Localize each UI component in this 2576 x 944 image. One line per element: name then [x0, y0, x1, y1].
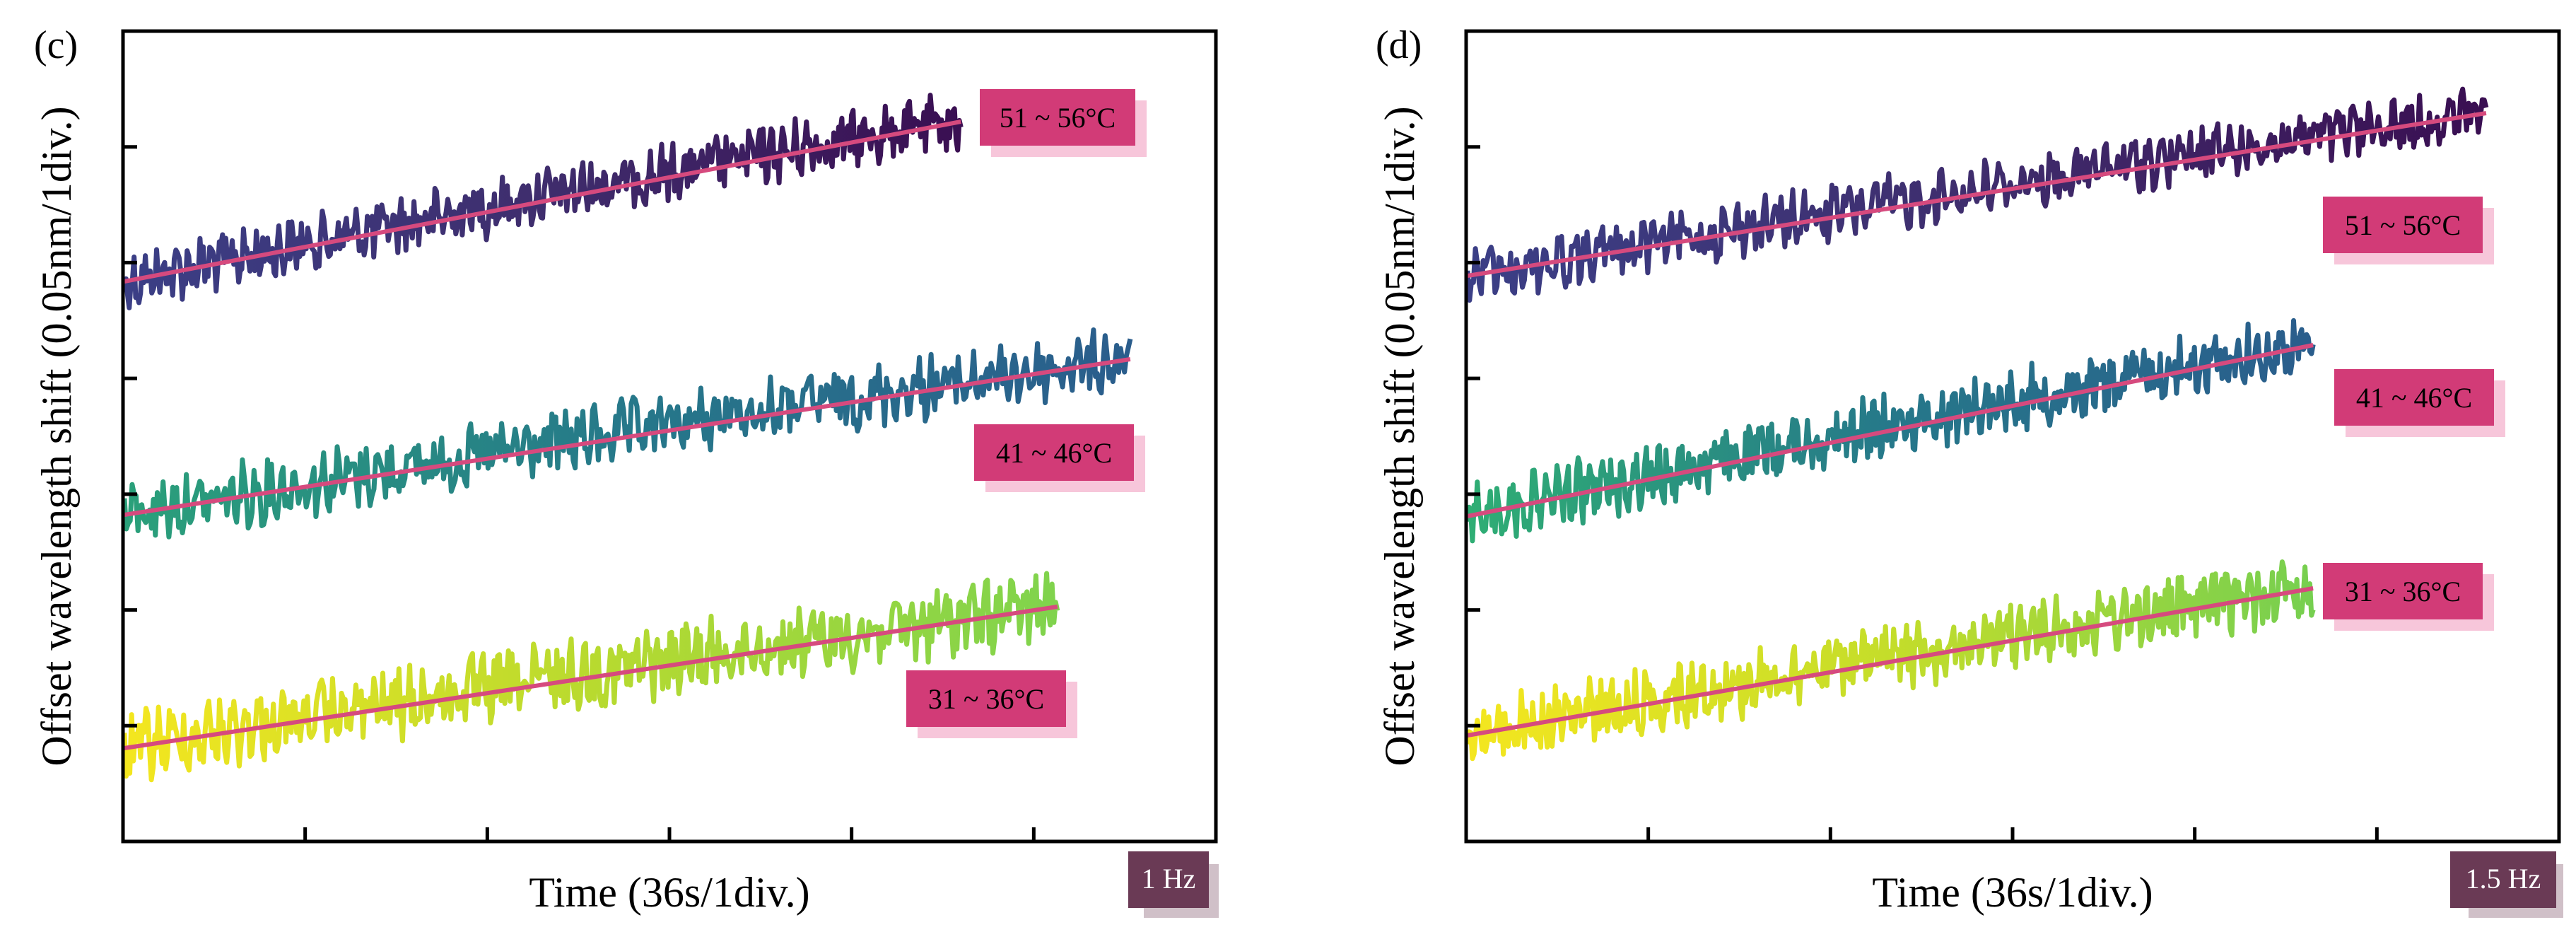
- fit-line: [124, 605, 1058, 750]
- fit-line: [1467, 586, 2314, 738]
- axis-ticks: [123, 145, 1036, 841]
- series-label: 31 ~ 36°C: [2345, 576, 2461, 607]
- fit-line: [124, 120, 961, 284]
- frequency-badge: 1 Hz: [1128, 851, 1219, 918]
- badge-box: [2323, 563, 2483, 619]
- x-axis-label: Time (36s/1div.): [529, 869, 809, 916]
- badge-box: [2323, 197, 2483, 253]
- axis-ticks: [1466, 145, 2379, 841]
- badge-box: [1128, 851, 1209, 908]
- frequency-label: 1.5 Hz: [2466, 863, 2541, 895]
- series-label: 41 ~ 46°C: [2356, 382, 2472, 414]
- series-label-badge: 41 ~ 46°C: [2334, 369, 2505, 437]
- series-label: 51 ~ 56°C: [1000, 102, 1116, 134]
- series-label: 41 ~ 46°C: [996, 437, 1112, 469]
- series-label: 51 ~ 56°C: [2345, 209, 2461, 241]
- badge-box: [906, 670, 1066, 727]
- frequency-badge: 1.5 Hz: [2450, 851, 2563, 918]
- badge-box: [2334, 369, 2494, 426]
- panel-label: (d): [1376, 23, 1422, 67]
- badge-box: [2450, 851, 2556, 908]
- y-axis-label: Offset wavelength shift (0.05nm/1div.): [33, 106, 80, 766]
- y-axis-label: Offset wavelength shift (0.05nm/1div.): [1376, 106, 1423, 766]
- panel-label: (c): [34, 23, 78, 67]
- chart-panel-c: (c) Time (36s/1div.) Offset wavelength s…: [33, 23, 1219, 918]
- fit-line: [124, 357, 1131, 517]
- badge-box: [980, 89, 1135, 146]
- badge-box: [974, 424, 1134, 481]
- x-axis-label: Time (36s/1div.): [1872, 869, 2153, 916]
- fit-line: [1467, 343, 2314, 518]
- plot-area: [1465, 86, 2489, 762]
- fit-line: [1467, 111, 2487, 278]
- series-label-badge: 51 ~ 56°C: [2323, 197, 2494, 264]
- series-trace: [122, 327, 1133, 540]
- chart-panel-d: (d) Time (36s/1div.) Offset wavelength s…: [1376, 23, 2563, 918]
- frequency-label: 1 Hz: [1142, 863, 1196, 895]
- series-label-badge: 31 ~ 36°C: [906, 670, 1077, 738]
- plot-area: [122, 93, 1133, 783]
- series-label-badge: 51 ~ 56°C: [980, 89, 1147, 157]
- series-label-badge: 41 ~ 46°C: [974, 424, 1145, 492]
- series-label: 31 ~ 36°C: [928, 683, 1044, 715]
- series-label-badge: 31 ~ 36°C: [2323, 563, 2494, 631]
